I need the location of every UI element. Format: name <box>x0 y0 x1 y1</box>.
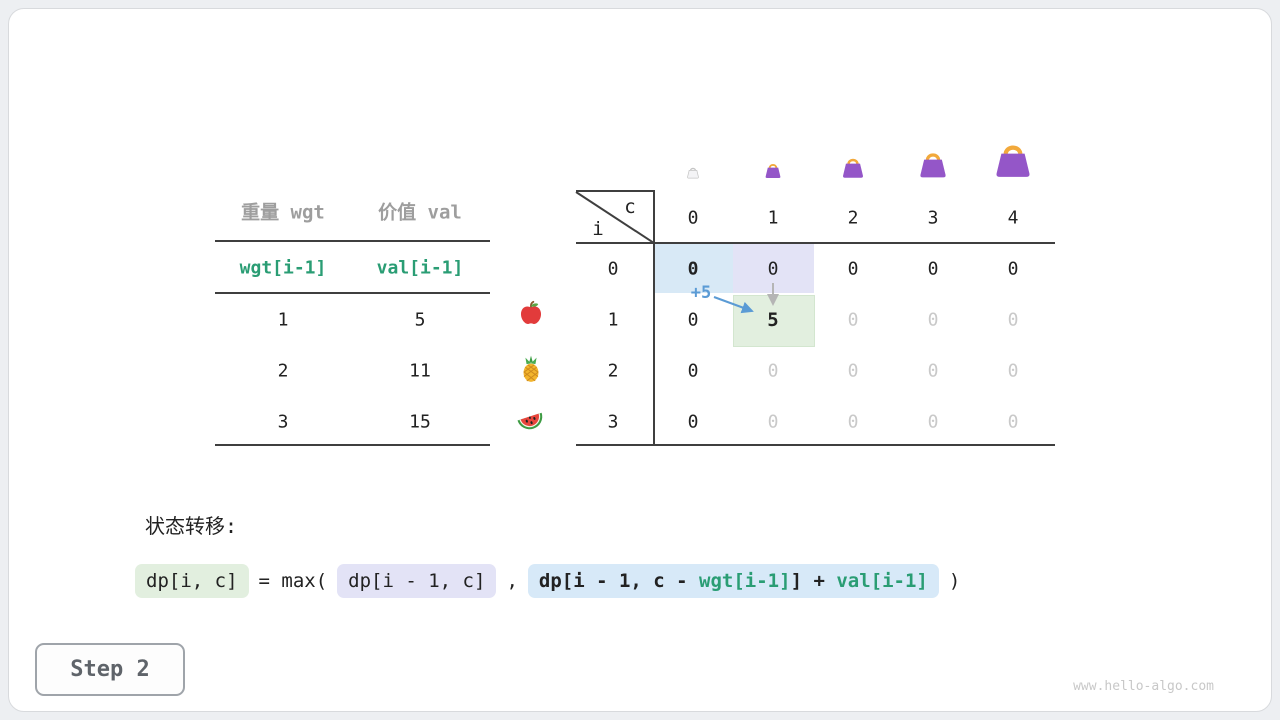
dp-cell-1-2: 0 <box>847 309 859 331</box>
weights-formula-wgt: wgt[i-1] <box>239 257 327 279</box>
dp-cell-1-4: 0 <box>1007 309 1019 331</box>
formula-lhs: dp[i, c] <box>135 564 249 598</box>
dp-col-header: 4 <box>1007 207 1019 229</box>
weights-table-rule <box>215 292 490 294</box>
weights-row-val: 15 <box>409 411 431 433</box>
weights-row-wgt: 1 <box>277 309 289 331</box>
figure-card <box>8 8 1272 712</box>
bag-large-icon <box>917 150 950 179</box>
dp-cell-0-2: 0 <box>847 258 859 280</box>
dp-header-rule <box>576 242 1055 244</box>
dp-row-label: 0 <box>607 258 619 280</box>
dp-cell-3-0: 0 <box>687 411 699 433</box>
weights-row-val: 5 <box>414 309 426 331</box>
dp-cell-0-0: 0 <box>687 258 699 280</box>
dp-cell-2-1: 0 <box>767 360 779 382</box>
dp-cell-3-1: 0 <box>767 411 779 433</box>
dp-cell-2-0: 0 <box>687 360 699 382</box>
bag-xlarge-icon <box>992 141 1035 179</box>
dp-cell-2-2: 0 <box>847 360 859 382</box>
pineapple-icon <box>517 355 545 383</box>
formula-operator: = max( <box>258 570 328 592</box>
weights-row-val: 11 <box>409 360 431 382</box>
dp-row-label: 2 <box>607 360 619 382</box>
formula-arg2-mid: ] + <box>790 570 837 592</box>
dp-bottom-rule <box>576 444 1055 446</box>
dp-row-label: 1 <box>607 309 619 331</box>
step-badge-label: Step 2 <box>70 657 150 682</box>
dp-col-header: 0 <box>687 207 699 229</box>
highlight-cell-prev-same <box>655 244 733 293</box>
dp-cell-3-3: 0 <box>927 411 939 433</box>
weights-formula-val: val[i-1] <box>376 257 464 279</box>
formula-close: ) <box>948 570 961 592</box>
transition-formula: dp[i, c] = max( dp[i - 1, c] , dp[i - 1,… <box>135 560 960 602</box>
step-badge: Step 2 <box>35 643 185 696</box>
dp-vertical-rule <box>653 190 655 446</box>
dp-cell-0-1: 0 <box>767 258 779 280</box>
dp-corner-row-var: i <box>592 218 604 240</box>
weights-header-val: 价值 val <box>378 201 462 224</box>
apple-icon <box>517 299 545 327</box>
dp-cell-1-1: 5 <box>767 309 779 331</box>
dp-cell-0-3: 0 <box>927 258 939 280</box>
formula-comma: , <box>506 570 518 592</box>
weights-header-wgt: 重量 wgt <box>241 201 325 224</box>
transition-value-annotation: +5 <box>690 283 712 303</box>
dp-cell-2-3: 0 <box>927 360 939 382</box>
formula-arg1: dp[i - 1, c] <box>337 564 497 598</box>
bag-small-icon <box>764 162 783 179</box>
dp-col-header: 3 <box>927 207 939 229</box>
weights-table-bottom-rule <box>215 444 490 446</box>
bag-medium-icon <box>840 156 866 179</box>
formula-arg2-prefix: dp[i - 1, c - <box>538 570 700 592</box>
watermark: www.hello-algo.com <box>1073 679 1214 694</box>
dp-col-header: 1 <box>767 207 779 229</box>
watermelon-icon <box>516 406 546 436</box>
dp-cell-0-4: 0 <box>1007 258 1019 280</box>
transition-title: 状态转移: <box>145 514 238 538</box>
dp-cell-2-4: 0 <box>1007 360 1019 382</box>
formula-arg2-val: val[i-1] <box>836 570 928 592</box>
dp-row-label: 3 <box>607 411 619 433</box>
dp-cell-1-3: 0 <box>927 309 939 331</box>
formula-arg2-wgt: wgt[i-1] <box>699 570 791 592</box>
dp-cell-3-4: 0 <box>1007 411 1019 433</box>
dp-cell-1-0: 0 <box>687 309 699 331</box>
dp-corner-top-rule <box>576 190 654 192</box>
weights-row-wgt: 2 <box>277 360 289 382</box>
weights-row-wgt: 3 <box>277 411 289 433</box>
weights-table-header-rule <box>215 240 490 242</box>
dp-col-header: 2 <box>847 207 859 229</box>
dp-corner-col-var: c <box>624 196 636 218</box>
bag-empty-icon <box>686 166 700 179</box>
dp-cell-3-2: 0 <box>847 411 859 433</box>
formula-arg2: dp[i - 1, c - wgt[i-1]] + val[i-1] <box>527 564 939 598</box>
